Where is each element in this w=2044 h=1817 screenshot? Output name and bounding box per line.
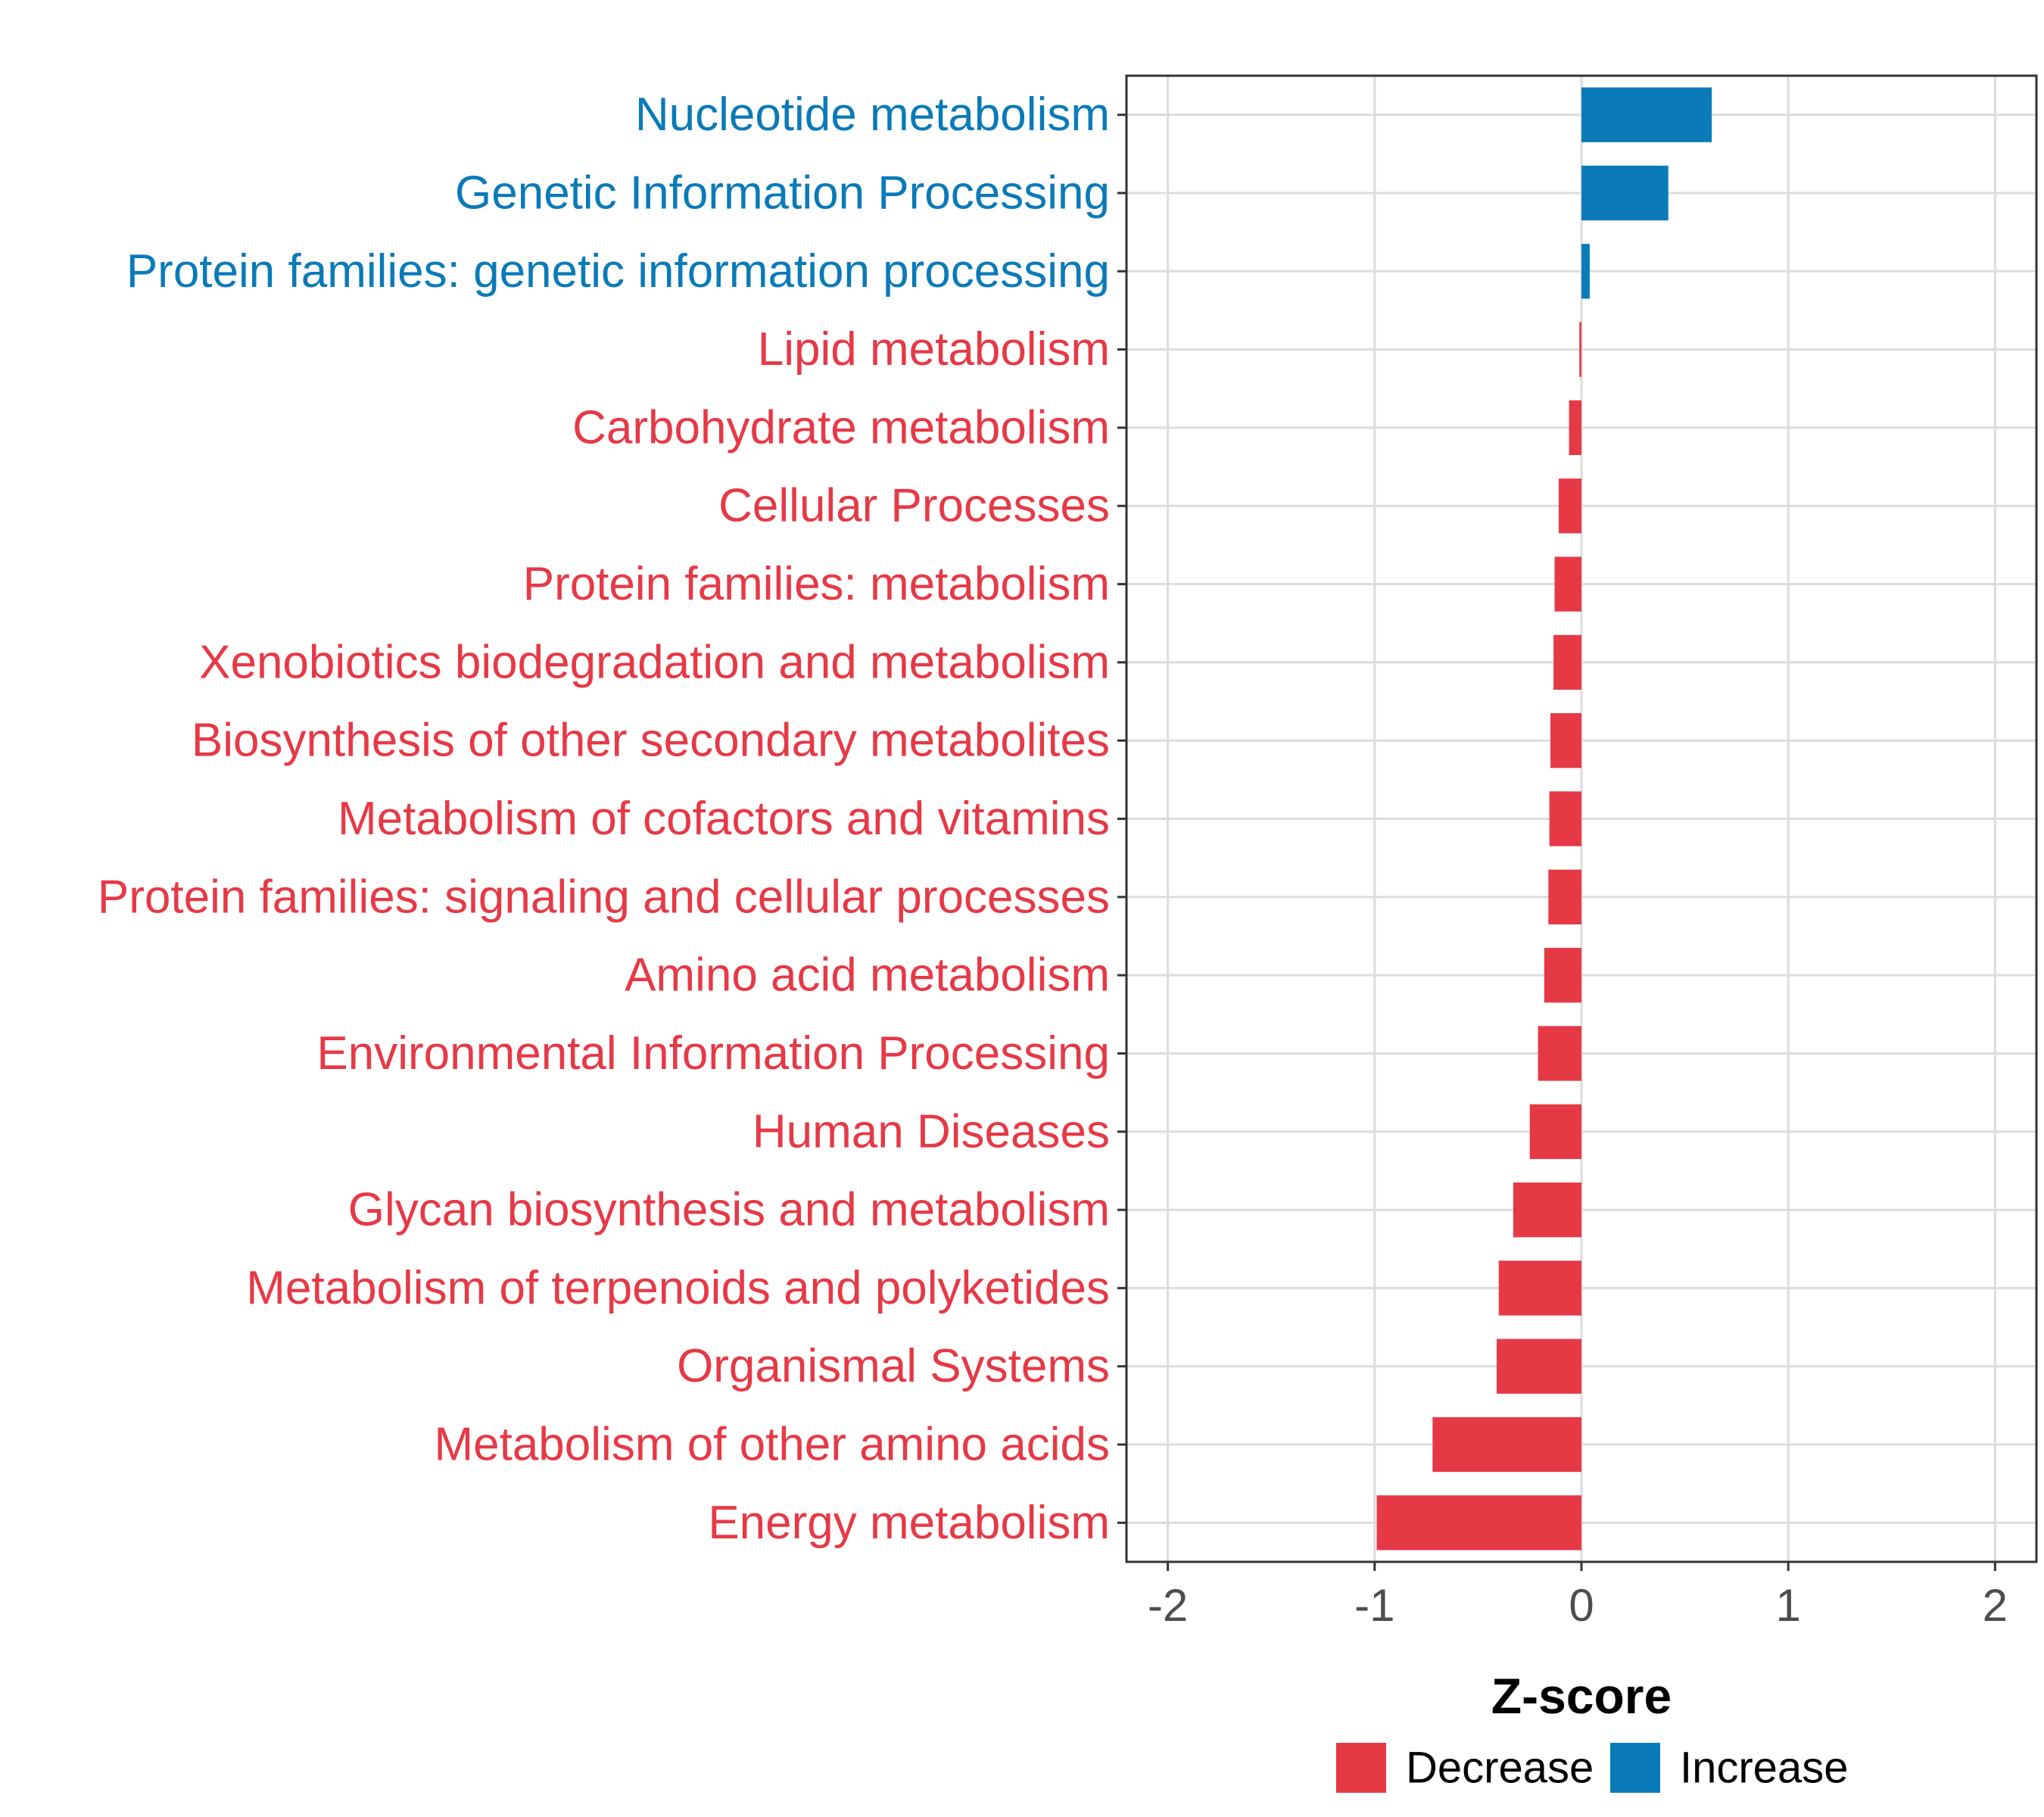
- legend-label-increase: Increase: [1680, 1744, 1848, 1793]
- bar-glycan-biosynthesis-and-metabolism: [1513, 1182, 1581, 1238]
- bar-protein-families-signaling-and-cellular-processes: [1548, 869, 1581, 924]
- bar-cellular-processes: [1558, 478, 1581, 534]
- bar-metabolism-of-cofactors-and-vitamins: [1549, 791, 1581, 846]
- bar-energy-metabolism: [1376, 1495, 1581, 1551]
- category-label-cellular-processes: Cellular Processes: [718, 480, 1110, 532]
- bar-metabolism-of-terpenoids-and-polyketides: [1498, 1261, 1581, 1316]
- category-labels: Nucleotide metabolism Genetic Information…: [98, 89, 1110, 1549]
- x-tick-label: -1: [1354, 1580, 1394, 1631]
- category-label-protein-families-metabolism: Protein families: metabolism: [523, 558, 1110, 610]
- category-label-xenobiotics-biodegradation-and-metabolism: Xenobiotics biodegradation and metabolis…: [199, 636, 1110, 688]
- x-tick-label: -2: [1148, 1580, 1188, 1631]
- category-label-human-diseases: Human Diseases: [752, 1105, 1110, 1158]
- bar-protein-families-metabolism: [1554, 556, 1581, 612]
- bar-environmental-information-processing: [1538, 1026, 1581, 1081]
- x-tick-labels: -2 -1 0 1 2: [1148, 1580, 2008, 1631]
- bar-metabolism-of-other-amino-acids: [1432, 1417, 1581, 1473]
- category-label-protein-families-genetic-information-processing: Protein families: genetic information pr…: [126, 245, 1110, 298]
- legend-swatch-increase: [1610, 1743, 1660, 1793]
- bar-lipid-metabolism: [1579, 322, 1581, 377]
- category-label-glycan-biosynthesis-and-metabolism: Glycan biosynthesis and metabolism: [348, 1184, 1110, 1236]
- bar-carbohydrate-metabolism: [1569, 400, 1581, 456]
- category-label-nucleotide-metabolism: Nucleotide metabolism: [635, 89, 1110, 141]
- category-label-metabolism-of-cofactors-and-vitamins: Metabolism of cofactors and vitamins: [338, 793, 1110, 845]
- x-axis-title: Z-score: [1491, 1668, 1672, 1724]
- axis-ticks: [1117, 114, 1996, 1571]
- x-tick-label: 0: [1569, 1580, 1594, 1631]
- bar-amino-acid-metabolism: [1544, 947, 1581, 1003]
- legend-swatch-decrease: [1336, 1743, 1386, 1793]
- category-label-environmental-information-processing: Environmental Information Processing: [316, 1027, 1110, 1080]
- bar-genetic-information-processing: [1581, 165, 1669, 221]
- category-label-amino-acid-metabolism: Amino acid metabolism: [625, 949, 1110, 1002]
- category-label-energy-metabolism: Energy metabolism: [708, 1497, 1110, 1549]
- category-label-metabolism-of-terpenoids-and-polyketides: Metabolism of terpenoids and polyketides: [246, 1262, 1110, 1314]
- bar-human-diseases: [1529, 1104, 1581, 1159]
- legend: Decrease Increase: [1336, 1743, 1848, 1793]
- x-tick-label: 1: [1775, 1580, 1800, 1631]
- bars: [1376, 87, 1712, 1551]
- category-label-genetic-information-processing: Genetic Information Processing: [455, 167, 1110, 219]
- legend-label-decrease: Decrease: [1406, 1744, 1594, 1793]
- category-label-lipid-metabolism: Lipid metabolism: [758, 323, 1110, 376]
- category-label-carbohydrate-metabolism: Carbohydrate metabolism: [572, 401, 1110, 453]
- bar-protein-families-genetic-information-processing: [1581, 244, 1590, 299]
- bar-biosynthesis-of-other-secondary-metabolites: [1550, 713, 1581, 768]
- category-label-organismal-systems: Organismal Systems: [677, 1340, 1110, 1392]
- category-label-metabolism-of-other-amino-acids: Metabolism of other amino acids: [434, 1419, 1110, 1471]
- bar-nucleotide-metabolism: [1581, 87, 1712, 142]
- bar-xenobiotics-biodegradation-and-metabolism: [1553, 634, 1581, 690]
- bar-organismal-systems: [1496, 1339, 1581, 1394]
- category-label-biosynthesis-of-other-secondary-metabolites: Biosynthesis of other secondary metaboli…: [192, 715, 1110, 767]
- category-label-protein-families-signaling-and-cellular-processes: Protein families: signaling and cellular…: [98, 871, 1110, 923]
- x-tick-label: 2: [1983, 1580, 2008, 1631]
